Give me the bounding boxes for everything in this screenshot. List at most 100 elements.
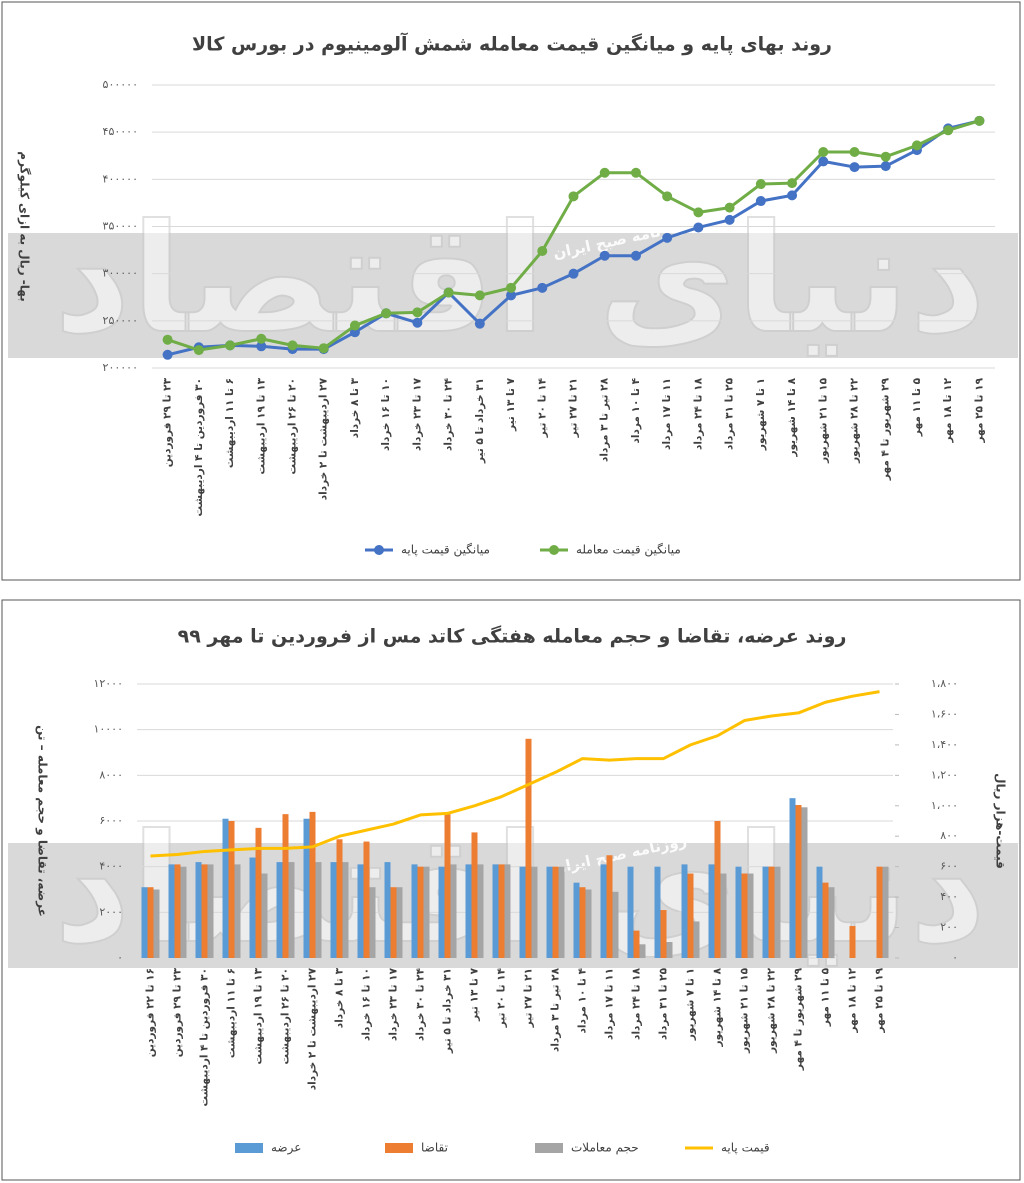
- x-tick-label: ۱۱ تا ۱۷ مرداد: [604, 968, 616, 1040]
- x-tick-label: ۱۴ تا ۲۰ تیر: [496, 967, 508, 1028]
- point: [162, 349, 173, 360]
- bar: [747, 873, 754, 958]
- y-tick-label: ۱۲۰۰۰: [93, 677, 123, 690]
- x-tick-label: ۲۹ شهریور تا ۴ مهر: [880, 377, 892, 481]
- bar: [390, 887, 397, 958]
- bar: [153, 889, 160, 958]
- x-tick-label: ۱۹ تا ۲۵ مهر: [874, 967, 886, 1033]
- x-tick-label: ۸ تا ۱۴ شهریور: [786, 377, 798, 457]
- point: [755, 179, 766, 190]
- bar: [249, 857, 256, 958]
- y-tick-label: ۳۵۰۰۰۰: [103, 220, 138, 233]
- point: [412, 317, 423, 328]
- x-tick-label: ۵ تا ۱۱ مهر: [820, 967, 832, 1027]
- y2-axis-label: قیمت-هزار ریال: [994, 773, 1008, 869]
- legend-label: قیمت پایه: [721, 1141, 770, 1155]
- x-tick-label: ۲۱ تا ۲۷ تیر: [523, 968, 535, 1028]
- bar: [147, 887, 154, 958]
- bar: [330, 862, 337, 958]
- bar: [687, 873, 694, 958]
- bar: [309, 811, 316, 958]
- bar: [174, 864, 181, 958]
- bar: [141, 887, 148, 958]
- series-line: [150, 690, 880, 858]
- bar: [255, 827, 262, 958]
- bar: [450, 864, 457, 958]
- legend-swatch: [549, 545, 559, 555]
- bar: [201, 864, 208, 958]
- bar: [828, 887, 835, 958]
- bar: [552, 866, 559, 958]
- y-tick-label: ۲۰۰۰: [99, 905, 123, 918]
- point: [880, 151, 891, 162]
- bar: [789, 798, 796, 958]
- bar: [276, 862, 283, 958]
- x-tick-label: ۱۶ تا ۲۲ فروردین: [145, 968, 157, 1057]
- bar: [363, 841, 370, 958]
- point: [943, 125, 954, 136]
- x-tick-label: ۳۱ خرداد تا ۵ تیر: [474, 378, 486, 464]
- y2-tick-label: ۱،۴۰۰: [931, 738, 958, 751]
- y2-tick-label: ۱،۰۰۰: [931, 799, 958, 812]
- bar: [633, 930, 640, 958]
- legend-label: تقاضا: [421, 1141, 448, 1155]
- legend-label: میانگین قیمت پایه: [401, 543, 490, 558]
- bar: [849, 926, 856, 958]
- bar: [168, 864, 175, 958]
- bar: [504, 864, 511, 958]
- point: [724, 214, 735, 225]
- x-tick-label: ۳ تا ۸ خرداد: [334, 967, 346, 1028]
- point: [412, 307, 423, 318]
- x-tick-label: ۲۹ شهریور تا ۴ مهر: [793, 967, 805, 1071]
- x-tick-label: ۱۴ تا ۲۰ تیر: [536, 377, 548, 438]
- point: [787, 190, 798, 201]
- point: [911, 140, 922, 151]
- bar: [546, 866, 553, 958]
- point: [662, 232, 673, 243]
- x-tick-label: ۱۳ تا ۱۹ اردیبهشت: [255, 377, 267, 474]
- point: [256, 341, 267, 352]
- point: [849, 146, 860, 157]
- x-tick-label: ۲۷ اردیبهشت تا ۲ خرداد: [307, 967, 319, 1090]
- bar: [666, 942, 673, 958]
- bar: [228, 821, 235, 958]
- point: [849, 162, 860, 173]
- y2-tick-label: ۶۰۰: [940, 860, 958, 873]
- point: [537, 246, 548, 257]
- bar: [195, 862, 202, 958]
- y-tick-label: ۴۰۰۰۰۰: [103, 172, 138, 185]
- bar: [315, 862, 322, 958]
- legend-swatch: [535, 1143, 563, 1153]
- point: [755, 196, 766, 207]
- bar: [519, 866, 526, 958]
- x-tick-label: ۲۲ تا ۲۸ شهریور: [766, 967, 778, 1053]
- legend-swatch: [374, 545, 384, 555]
- chart-title: روند بهای پایه و میانگین قیمت معامله شمش…: [192, 32, 832, 56]
- x-tick-label: ۲۳ تا ۲۹ فروردین: [162, 377, 174, 467]
- x-tick-label: ۳۰ فروردین تا ۴ اردیبهشت: [193, 378, 205, 517]
- x-tick-label: ۲۵ تا ۳۱ مرداد: [724, 377, 736, 450]
- bar: [606, 855, 613, 958]
- bar: [882, 866, 889, 958]
- x-tick-label: ۱۰ تا ۱۶ خرداد: [361, 968, 373, 1041]
- bar: [411, 864, 418, 958]
- y2-tick-label: ۸۰۰: [940, 829, 958, 842]
- bar: [627, 866, 634, 958]
- x-tick-label: ۲۰ تا ۲۶ اردیبهشت: [280, 968, 292, 1065]
- x-tick-label: ۴ تا ۱۰ مرداد: [630, 377, 642, 443]
- legend-swatch: [235, 1143, 263, 1153]
- bar: [417, 866, 424, 958]
- y2-tick-label: ۰: [952, 951, 958, 964]
- point: [474, 290, 485, 301]
- point: [787, 178, 798, 189]
- bar: [708, 864, 715, 958]
- bar: [471, 832, 478, 958]
- point: [662, 191, 673, 202]
- x-tick-label: ۲۰ تا ۲۶ اردیبهشت: [287, 378, 299, 475]
- x-tick-label: ۳۰ فروردین تا ۴ اردیبهشت: [199, 968, 211, 1107]
- point: [568, 191, 579, 202]
- point: [443, 287, 454, 298]
- bar: [579, 887, 586, 958]
- bar: [261, 873, 268, 958]
- x-tick-label: ۱۳ تا ۱۹ اردیبهشت: [253, 967, 265, 1064]
